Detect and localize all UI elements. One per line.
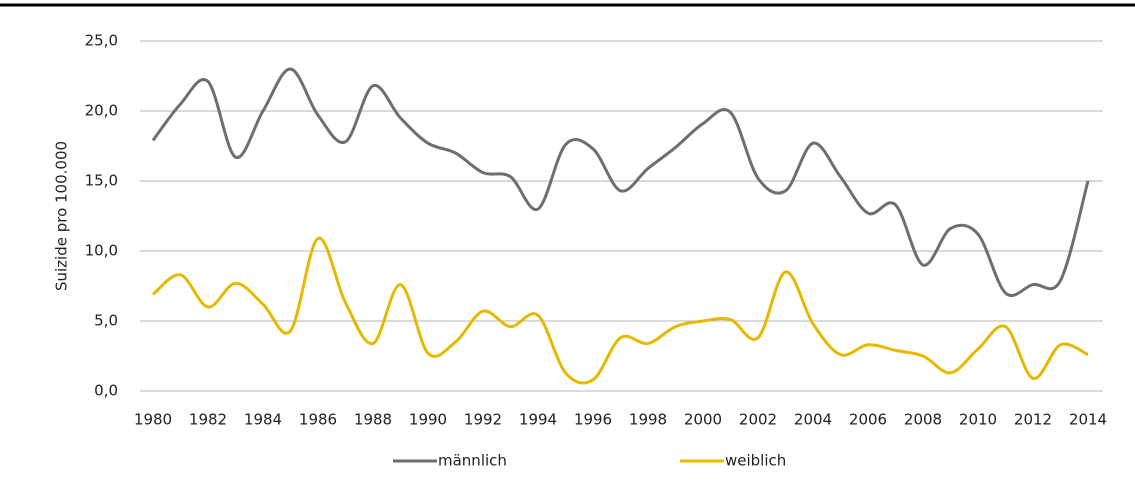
legend-label: männlich — [438, 452, 507, 470]
x-tick-label: 1990 — [409, 411, 447, 429]
x-tick-label: 2004 — [794, 411, 832, 429]
x-tick-label: 2000 — [684, 411, 722, 429]
series-line — [151, 67, 1090, 298]
series-line — [152, 236, 1089, 385]
x-tick-label: 2002 — [739, 411, 777, 429]
x-tick-label: 1982 — [189, 411, 227, 429]
y-tick-label: 10,0 — [85, 242, 118, 260]
x-tick-label: 2014 — [1069, 411, 1107, 429]
y-axis-label: Suizide pro 100.000 — [53, 141, 71, 291]
y-tick-label: 0,0 — [94, 382, 118, 400]
legend-label: weiblich — [725, 452, 786, 470]
x-tick-label: 2012 — [1014, 411, 1052, 429]
x-tick-label: 1980 — [134, 411, 172, 429]
x-tick-label: 1996 — [574, 411, 612, 429]
x-tick-label: 1988 — [354, 411, 392, 429]
x-tick-label: 1992 — [464, 411, 502, 429]
x-tick-label: 2010 — [959, 411, 997, 429]
x-tick-label: 2006 — [849, 411, 887, 429]
y-tick-label: 15,0 — [85, 172, 118, 190]
x-tick-label: 1994 — [519, 411, 557, 429]
x-tick-label: 1998 — [629, 411, 667, 429]
y-tick-label: 25,0 — [85, 32, 118, 50]
y-tick-label: 5,0 — [94, 312, 118, 330]
x-tick-label: 1984 — [244, 411, 282, 429]
y-tick-label: 20,0 — [85, 102, 118, 120]
x-tick-label: 1986 — [299, 411, 337, 429]
x-tick-label: 2008 — [904, 411, 942, 429]
